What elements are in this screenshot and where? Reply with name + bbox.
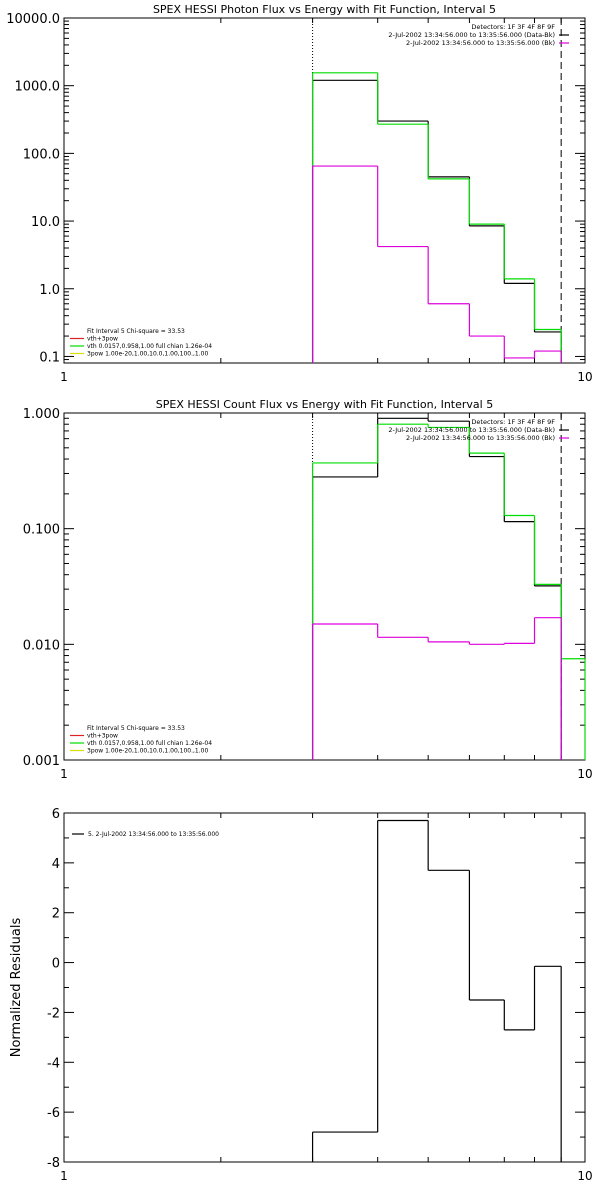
legend-bottom-left-entry: vth+3pow <box>87 336 118 343</box>
legend-bottom-left-entry: vth+3pow <box>87 733 118 740</box>
legend-top-right-entry: 2-Jul-2002 13:34:56.000 to 13:35:56.000 … <box>388 31 555 39</box>
legend-top-right-entry: 2-Jul-2002 13:34:56.000 to 13:35:56.000 … <box>388 426 555 434</box>
y-axis-label: Normalized Residuals <box>9 918 24 1058</box>
legend-bottom-left-entry: 3pow 1.00e-20,1.00,10.0,1.00,100.,1.00 <box>87 351 208 358</box>
y-tick-label: 0.010 <box>23 638 60 653</box>
y-tick-label: 2 <box>52 907 60 922</box>
y-tick-label: 1000.0 <box>15 80 61 95</box>
x-tick-label: 10 <box>577 1169 592 1183</box>
legend-top-right-entry: 2-Jul-2002 13:34:56.000 to 13:35:56.000 … <box>406 434 555 442</box>
series-2 <box>311 72 562 363</box>
x-tick-label: 1 <box>60 1169 68 1183</box>
y-tick-label: 100.0 <box>23 147 60 162</box>
plot-frame <box>63 17 586 364</box>
y-tick-label: 0.100 <box>23 523 60 538</box>
y-tick-label: 0.001 <box>23 754 60 769</box>
y-tick-label: -4 <box>47 1056 60 1071</box>
y-tick-label: 0 <box>52 957 60 972</box>
chart-title: SPEX HESSI Photon Flux vs Energy with Fi… <box>153 3 496 16</box>
legend-top-right-entry: Detectors: 1F 3F 4F 8F 9F <box>471 418 555 426</box>
series-1 <box>311 79 562 363</box>
y-tick-label: 6 <box>52 807 60 822</box>
plot-frame <box>63 412 586 761</box>
series-3 <box>311 617 562 760</box>
y-tick-label: -6 <box>47 1106 60 1121</box>
series-1 <box>311 417 562 760</box>
legend-top-left-entry: 5. 2-Jul-2002 13:34:56.000 to 13:35:56.0… <box>88 831 219 838</box>
y-tick-label: 4 <box>52 857 60 872</box>
chart-2: SPEX HESSI Count Flux vs Energy with Fit… <box>23 398 593 781</box>
y-tick-label: -8 <box>47 1156 60 1171</box>
legend-top-right-entry: Detectors: 1F 3F 4F 8F 9F <box>471 23 555 31</box>
x-tick-label: 10 <box>577 370 592 384</box>
x-tick-label: 10 <box>577 767 592 781</box>
series-3 <box>311 165 562 363</box>
legend-bottom-left-entry: 3pow 1.00e-20,1.00,10.0,1.00,100.,1.00 <box>87 748 208 755</box>
chart-title: SPEX HESSI Count Flux vs Energy with Fit… <box>156 398 493 411</box>
chart-3: 1 10 6 4 2 0 -2 -4 -6 -8 Normalized Residuals 5. 2-… <box>9 807 593 1183</box>
y-tick-label: 10.0 <box>31 215 60 230</box>
series-2 <box>311 423 586 760</box>
series-1 <box>311 819 562 1162</box>
y-tick-label: 1.000 <box>23 407 60 422</box>
legend-bottom-left-entry: Fit Interval 5 Chi-square = 33.53 <box>87 725 185 732</box>
plot-frame <box>63 812 586 1163</box>
y-tick-label: -2 <box>47 1006 60 1021</box>
chart-1: SPEX HESSI Photon Flux vs Energy with Fi… <box>6 3 592 384</box>
y-tick-label: 10000.0 <box>6 12 60 27</box>
legend-top-right-entry: 2-Jul-2002 13:34:56.000 to 13:35:56.000 … <box>406 39 555 47</box>
x-tick-label: 1 <box>60 370 68 384</box>
legend-bottom-left-entry: Fit Interval 5 Chi-square = 33.53 <box>87 328 185 335</box>
legend-bottom-left-entry: vth 0.0157,0.958,1.00 full chian 1.26e-0… <box>87 343 212 350</box>
x-tick-label: 1 <box>60 767 68 781</box>
legend-bottom-left-entry: vth 0.0157,0.958,1.00 full chian 1.26e-0… <box>87 740 212 747</box>
y-tick-label: 0.1 <box>39 350 60 365</box>
y-tick-label: 1.0 <box>39 283 60 298</box>
